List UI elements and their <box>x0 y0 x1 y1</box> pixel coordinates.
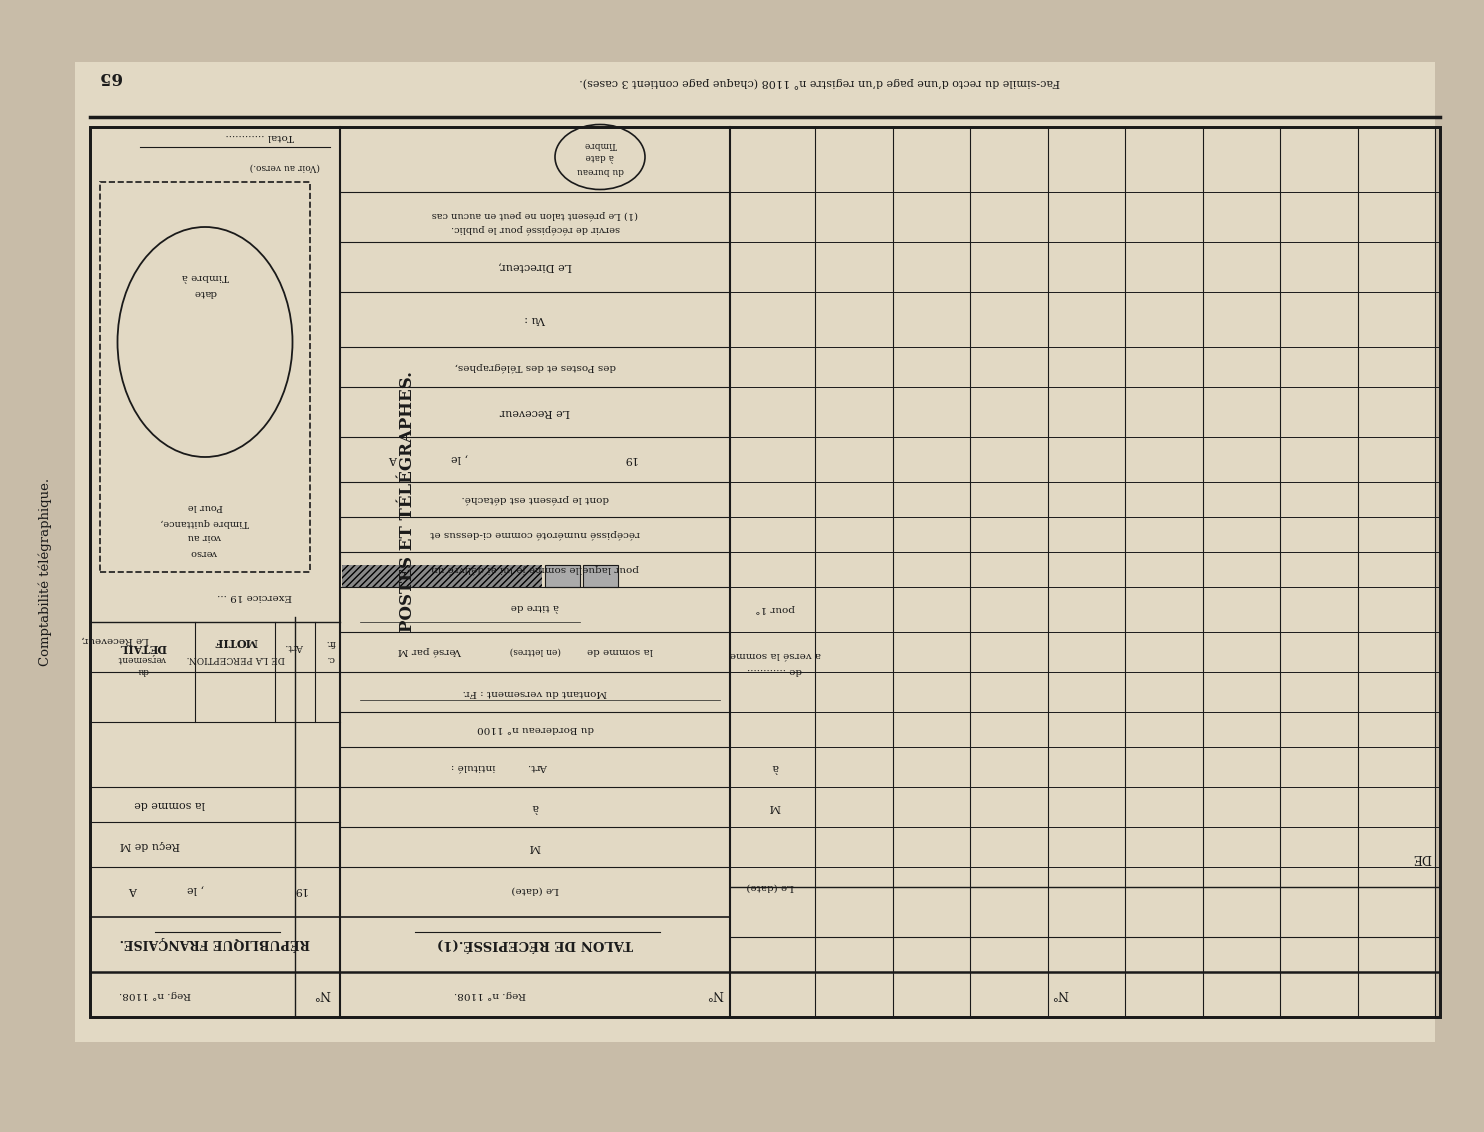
Text: Timbre quittance,: Timbre quittance, <box>160 517 249 526</box>
Text: Art.          intitulé :: Art. intitulé : <box>451 763 549 772</box>
Bar <box>341 565 542 588</box>
Text: Le Receveur,: Le Receveur, <box>82 635 148 644</box>
Text: Timbre: Timbre <box>583 139 616 148</box>
Text: du bureau: du bureau <box>576 165 623 174</box>
Text: , le: , le <box>187 885 203 895</box>
Text: pour 1°: pour 1° <box>755 604 795 614</box>
Text: des Postes et des Télégraphes,: des Postes et des Télégraphes, <box>454 362 616 371</box>
Text: 19: 19 <box>292 885 307 895</box>
Text: Exercice 19 ...: Exercice 19 ... <box>218 592 292 601</box>
Bar <box>583 565 617 588</box>
Text: Montant du versement : Fr.: Montant du versement : Fr. <box>463 687 607 696</box>
Text: Versé par M: Versé par M <box>398 646 462 655</box>
Text: récépissé numéroté comme ci-dessus et: récépissé numéroté comme ci-dessus et <box>430 530 640 539</box>
Text: du Bordereau n° 1100: du Bordereau n° 1100 <box>476 724 594 734</box>
Text: à date: à date <box>586 153 614 162</box>
Text: MOTIF: MOTIF <box>214 636 258 648</box>
Text: (en lettres): (en lettres) <box>509 646 561 655</box>
Text: POSTES ET TÉLÉGRAPHES.: POSTES ET TÉLÉGRAPHES. <box>399 371 417 633</box>
Text: Comptabilité télégraphique.: Comptabilité télégraphique. <box>39 478 52 666</box>
Bar <box>91 127 1439 1017</box>
Text: de ............: de ............ <box>748 666 803 675</box>
Text: Vu :: Vu : <box>524 314 546 324</box>
Bar <box>91 127 1439 1017</box>
Text: servir de récépissé pour le public.: servir de récépissé pour le public. <box>451 224 619 233</box>
Text: à: à <box>772 762 778 772</box>
Text: Total ............: Total ............ <box>226 132 294 142</box>
Text: M: M <box>530 842 540 852</box>
Text: Le Receveur: Le Receveur <box>500 408 570 417</box>
Text: la somme de: la somme de <box>135 799 205 809</box>
Text: DÉTAIL: DÉTAIL <box>119 642 166 652</box>
Text: Reg. n° 1108.: Reg. n° 1108. <box>454 989 525 998</box>
Text: Reçu de M: Reçu de M <box>120 840 180 850</box>
Text: (1) Le présent talon ne peut en aucun cas: (1) Le présent talon ne peut en aucun ca… <box>432 211 638 220</box>
Text: M: M <box>769 801 781 812</box>
Text: N°: N° <box>1051 987 1068 1001</box>
Text: (Voir au verso.): (Voir au verso.) <box>249 163 321 172</box>
Text: versement: versement <box>119 654 168 663</box>
Text: A: A <box>131 885 138 895</box>
Bar <box>545 565 580 588</box>
Text: c.: c. <box>325 654 334 663</box>
Text: date: date <box>193 288 217 297</box>
Text: pour laquelle somme je lui ai délivré un: pour laquelle somme je lui ai délivré un <box>430 564 640 574</box>
Text: Pour le: Pour le <box>187 503 223 512</box>
Text: du: du <box>137 666 148 675</box>
Text: 65: 65 <box>98 69 122 86</box>
Text: N°: N° <box>706 987 724 1001</box>
Text: A: A <box>390 454 398 464</box>
Text: DE: DE <box>1413 850 1432 864</box>
Text: fr.: fr. <box>325 637 335 646</box>
Text: Le Directeur,: Le Directeur, <box>499 261 571 272</box>
Text: voir au: voir au <box>188 532 223 541</box>
Text: DE LA PERCEPTION.: DE LA PERCEPTION. <box>187 654 285 663</box>
Text: dont le présent est détaché.: dont le présent est détaché. <box>462 495 608 504</box>
Text: TALON DE RÉCEPISSÉ.(1): TALON DE RÉCEPISSÉ.(1) <box>436 937 634 951</box>
Text: Le (date): Le (date) <box>510 885 559 894</box>
Text: à titre de: à titre de <box>510 602 559 611</box>
Text: verso: verso <box>191 548 218 557</box>
Text: Reg. n° 1108.: Reg. n° 1108. <box>119 989 191 998</box>
Text: 19: 19 <box>623 454 637 464</box>
Text: Art.: Art. <box>285 643 304 652</box>
Text: la somme de: la somme de <box>588 646 653 655</box>
Bar <box>99 182 310 572</box>
Text: , le: , le <box>451 454 469 464</box>
Text: à: à <box>531 801 539 812</box>
Text: Fac-simile du recto d’une page d’un registre n° 1108 (chaque page contient 3 cas: Fac-simile du recto d’une page d’un regi… <box>580 77 1061 87</box>
Bar <box>76 62 1435 1041</box>
Text: N°: N° <box>313 987 331 1001</box>
Text: Le (date): Le (date) <box>746 883 794 892</box>
Text: Timbre à: Timbre à <box>181 273 229 282</box>
Text: RÉPUBLIQUE FRANÇAISE.: RÉPUBLIQUE FRANÇAISE. <box>120 936 310 952</box>
Text: a versé la somme: a versé la somme <box>730 650 821 659</box>
